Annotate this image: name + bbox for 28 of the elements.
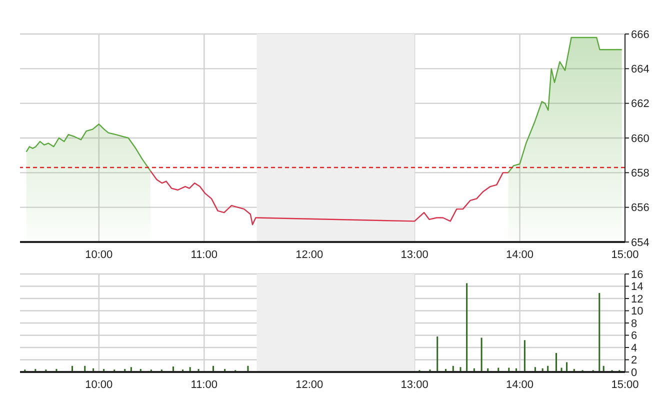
x-tick-label: 12:00 <box>296 248 324 261</box>
y-tick-label: 4 <box>631 342 638 354</box>
y-tick-label: 10 <box>631 306 644 318</box>
x-tick-label: 13:00 <box>400 248 428 261</box>
y-tick-label: 6 <box>631 330 638 342</box>
y-tick-label: 12 <box>631 293 644 306</box>
x-tick-label: 12:00 <box>296 378 324 391</box>
x-tick-label: 14:00 <box>506 378 534 391</box>
y-tick-label: 664 <box>631 64 650 76</box>
y-tick-label: 656 <box>631 202 650 214</box>
y-tick-label: 14 <box>631 281 644 294</box>
x-tick-label: 14:00 <box>506 248 534 261</box>
y-tick-label: 8 <box>631 318 638 330</box>
x-tick-label: 11:00 <box>190 248 218 261</box>
x-tick-label: 15:00 <box>611 248 639 261</box>
y-tick-label: 654 <box>631 236 650 249</box>
y-tick-label: 660 <box>631 132 650 145</box>
x-tick-label: 10:00 <box>85 248 113 261</box>
y-tick-label: 2 <box>631 354 638 367</box>
x-tick-label: 13:00 <box>400 378 428 391</box>
x-tick-label: 11:00 <box>190 378 218 391</box>
x-tick-label: 15:00 <box>611 378 639 391</box>
y-tick-label: 16 <box>631 268 644 281</box>
x-tick-label: 10:00 <box>85 378 113 391</box>
y-tick-label: 666 <box>631 28 650 41</box>
y-tick-label: 0 <box>631 366 638 379</box>
y-tick-label: 658 <box>631 168 650 180</box>
y-tick-label: 662 <box>631 98 650 110</box>
